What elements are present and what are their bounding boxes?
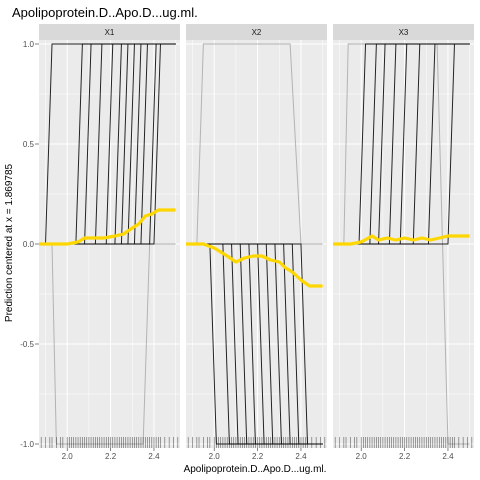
ice-curve — [188, 243, 323, 445]
facet-strip — [333, 24, 474, 40]
x-tick-label: 2.2 — [252, 452, 264, 461]
facet-strip — [39, 24, 180, 40]
x-tick-label: 2.4 — [148, 452, 160, 461]
y-tick-label: 0.0 — [23, 240, 35, 249]
y-axis: 1.0 0.5 0.0 -0.5 -1.0 — [20, 40, 39, 449]
y-tick-label: 1.0 — [23, 40, 35, 49]
y-tick-label: -0.5 — [20, 340, 34, 349]
y-tick-label: 0.5 — [23, 140, 35, 149]
ice-curve — [41, 43, 176, 245]
x-tick-label: 2.4 — [442, 452, 454, 461]
facet-strip-label: X1 — [105, 28, 115, 37]
facet-strip-label: X3 — [399, 28, 409, 37]
x-tick-label: 2.4 — [295, 452, 307, 461]
facet-panel-x2: X2 2.0 2.2 2.4 — [186, 24, 327, 461]
centered-ice-line — [186, 242, 323, 288]
facet-strip-label: X2 — [252, 28, 262, 37]
x-tick-label: 2.2 — [105, 452, 117, 461]
y-axis-label: Prediction centered at x = 1.869785 — [4, 163, 15, 322]
rug — [334, 437, 473, 448]
x-tick-label: 2.0 — [209, 452, 221, 461]
facet-strip — [186, 24, 327, 40]
x-tick-label: 2.0 — [62, 452, 74, 461]
x-tick-label: 2.0 — [356, 452, 368, 461]
centered-ice-line — [39, 208, 176, 246]
facet-panel-x1: X1 2.0 2.2 2.4 — [39, 24, 180, 461]
rug — [40, 437, 179, 448]
facet-panels: X1 2.0 2.2 2.4 X2 2.0 2.2 2.4 X3 2.0 2.2 2.4 — [39, 24, 474, 461]
y-tick-label: -1.0 — [20, 440, 34, 449]
ice-curve — [335, 43, 470, 245]
x-tick-label: 2.2 — [399, 452, 411, 461]
chart-title: Apolipoprotein.D..Apo.D...ug.ml. — [12, 5, 198, 20]
facet-panel-x3: X3 2.0 2.2 2.4 — [333, 24, 474, 461]
rug — [187, 437, 326, 448]
centered-ice-line — [333, 234, 470, 246]
x-axis-label: Apolipoprotein.D..Apo.D...ug.ml. — [184, 464, 327, 475]
